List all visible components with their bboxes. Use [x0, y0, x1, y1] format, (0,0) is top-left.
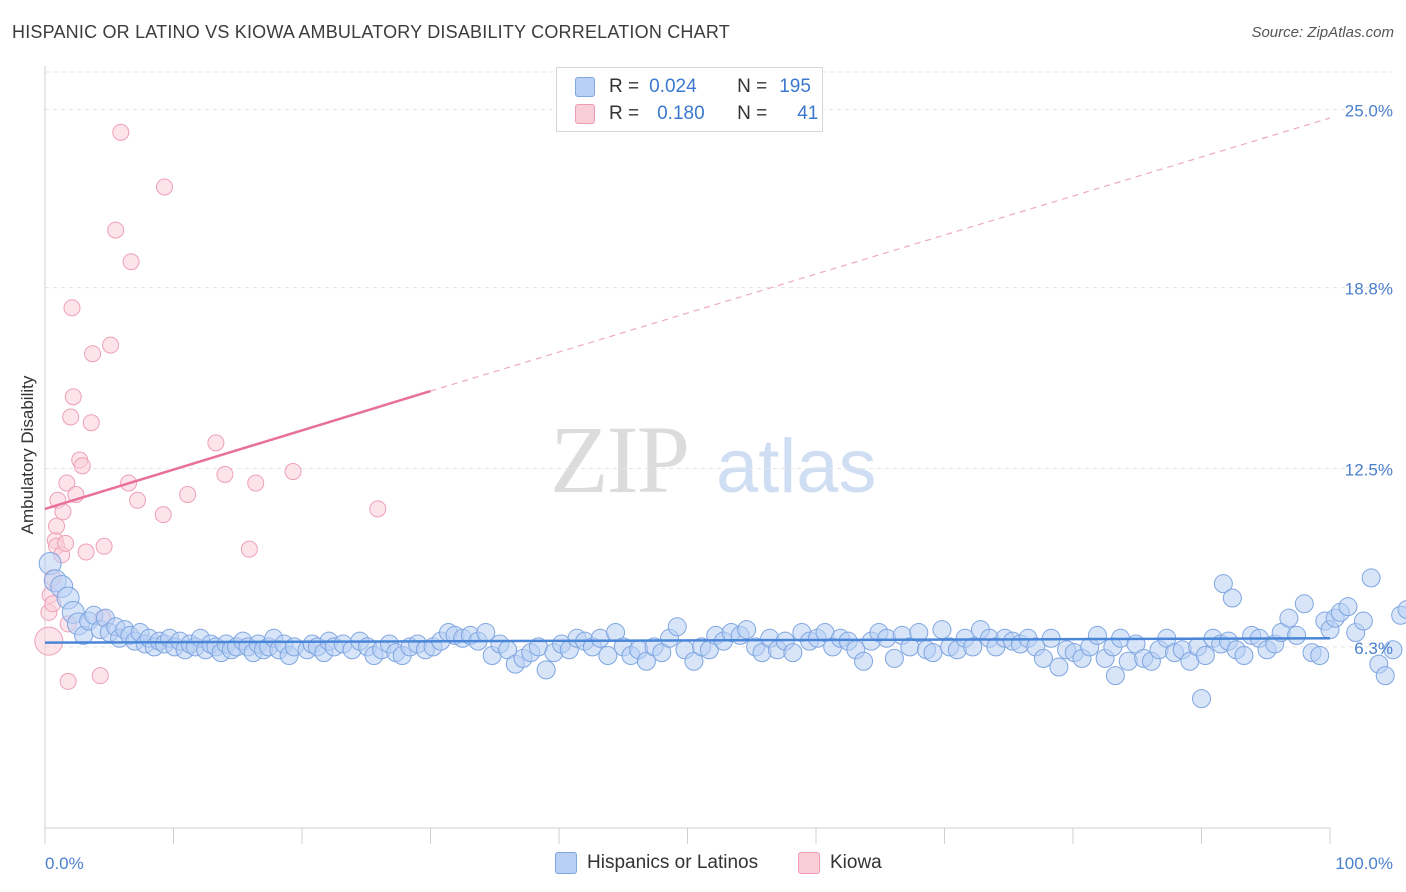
kiowa-point — [57, 534, 75, 552]
hispanic-point — [1118, 651, 1138, 671]
kiowa-trend-extension — [430, 117, 1331, 392]
correlation-legend: R = 0.024 N = 195 R = 0.180 N = 41 — [556, 67, 823, 132]
hispanic-point — [1287, 625, 1307, 645]
watermark-zip: ZIP — [550, 406, 688, 513]
hispanic-legend-swatch — [555, 852, 577, 874]
hispanic-r-value: 0.024 — [649, 76, 697, 97]
kiowa-point — [179, 486, 197, 504]
kiowa-point — [77, 543, 95, 561]
kiowa-point — [82, 414, 100, 432]
kiowa-point — [84, 345, 102, 363]
hispanic-point — [1213, 574, 1233, 594]
hispanic-point — [1033, 648, 1053, 668]
kiowa-point — [63, 299, 81, 317]
kiowa-point — [216, 465, 234, 483]
n-label: N = — [737, 103, 768, 124]
hispanic-point — [963, 637, 983, 657]
hispanic-point — [1087, 625, 1107, 645]
hispanic-point — [1279, 608, 1299, 628]
source-label: Source: ZipAtlas.com — [1251, 24, 1394, 41]
kiowa-point — [102, 336, 120, 354]
hispanic-point — [1049, 657, 1069, 677]
hispanic-point — [923, 643, 943, 663]
watermark-atlas: atlas — [716, 424, 877, 509]
hispanic-point — [1310, 646, 1330, 666]
kiowa-point — [112, 123, 130, 141]
y-tick-label: 12.5% — [1345, 461, 1393, 480]
hispanic-point — [854, 651, 874, 671]
x-tick-label-max: 100.0% — [1335, 854, 1393, 873]
hispanic-point — [1294, 594, 1314, 614]
kiowa-point — [34, 626, 64, 656]
kiowa-point — [62, 408, 80, 426]
kiowa-point — [154, 506, 172, 524]
legend-row-kiowa: R = 0.180 N = 41 — [575, 101, 818, 127]
kiowa-point — [64, 388, 82, 406]
kiowa-point — [247, 474, 265, 492]
kiowa-legend-label: Kiowa — [830, 852, 882, 873]
hispanic-point — [1222, 588, 1242, 608]
kiowa-point — [122, 253, 140, 271]
hispanic-point — [909, 623, 929, 643]
kiowa-r-value: 0.180 — [657, 103, 705, 124]
hispanic-point — [737, 620, 757, 640]
kiowa-point — [73, 457, 91, 475]
hispanic-point — [1383, 640, 1403, 660]
hispanic-point — [1105, 666, 1125, 686]
kiowa-point — [107, 221, 125, 239]
kiowa-legend-swatch — [798, 852, 820, 874]
kiowa-point — [91, 667, 109, 685]
hispanic-point — [1361, 568, 1381, 588]
kiowa-point — [207, 434, 225, 452]
hispanic-n-value: 195 — [779, 76, 811, 97]
hispanic-point — [932, 620, 952, 640]
hispanic-point — [1375, 666, 1395, 686]
legend-row-hispanic: R = 0.024 N = 195 — [575, 74, 811, 100]
kiowa-point — [129, 491, 147, 509]
hispanic-point — [667, 617, 687, 637]
y-tick-label: 6.3% — [1354, 639, 1393, 658]
r-label: R = — [609, 103, 640, 124]
kiowa-point — [95, 537, 113, 555]
kiowa-trend-line — [44, 389, 431, 511]
watermark: ZIP atlas — [550, 406, 877, 513]
kiowa-point — [240, 540, 258, 558]
hispanic-legend-label: Hispanics or Latinos — [587, 852, 759, 873]
kiowa-swatch — [575, 104, 595, 124]
y-tick-label: 18.8% — [1345, 280, 1393, 299]
hispanic-point — [877, 628, 897, 648]
hispanic-point — [783, 643, 803, 663]
hispanic-point — [598, 646, 618, 666]
hispanic-point — [536, 660, 556, 680]
n-label: N = — [737, 76, 768, 97]
chart-title: HISPANIC OR LATINO VS KIOWA AMBULATORY D… — [12, 22, 730, 42]
hispanic-swatch — [575, 77, 595, 97]
kiowa-point — [58, 474, 76, 492]
kiowa-point — [156, 178, 174, 196]
hispanic-point — [1353, 611, 1373, 631]
r-label: R = — [609, 76, 640, 97]
kiowa-n-value: 41 — [797, 103, 819, 124]
legend-item-kiowa: Kiowa — [798, 852, 882, 874]
legend-item-hispanic: Hispanics or Latinos — [555, 852, 758, 874]
kiowa-point — [284, 463, 302, 481]
kiowa-point — [59, 672, 77, 690]
y-tick-label: 25.0% — [1345, 101, 1393, 120]
hispanic-point — [1192, 689, 1211, 709]
hispanic-point — [1234, 646, 1254, 666]
kiowa-point — [48, 517, 66, 535]
hispanic-trend-line — [44, 637, 1331, 644]
hispanic-point — [884, 648, 904, 668]
x-tick-label-min: 0.0% — [45, 854, 84, 873]
hispanic-point — [1397, 600, 1406, 619]
hispanic-point — [1338, 597, 1358, 617]
hispanic-point — [1195, 646, 1215, 666]
kiowa-point — [369, 500, 387, 518]
